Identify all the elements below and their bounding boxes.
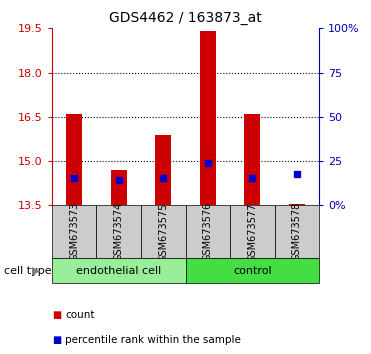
Text: GSM673574: GSM673574 [114, 202, 124, 262]
Bar [186, 258, 319, 283]
Bar [275, 205, 319, 258]
Bar [66, 114, 82, 205]
Bar [111, 170, 127, 205]
Text: GSM673575: GSM673575 [158, 202, 168, 262]
Text: control: control [233, 266, 272, 276]
Bar [96, 205, 141, 258]
Text: GSM673578: GSM673578 [292, 202, 302, 262]
Text: ▶: ▶ [32, 266, 40, 276]
Text: cell type: cell type [4, 266, 51, 276]
Text: ■: ■ [52, 310, 61, 320]
Text: GSM673576: GSM673576 [203, 202, 213, 262]
Text: percentile rank within the sample: percentile rank within the sample [65, 335, 241, 345]
Bar [52, 258, 186, 283]
Bar [186, 205, 230, 258]
Text: ■: ■ [52, 335, 61, 345]
Text: GSM673573: GSM673573 [69, 202, 79, 262]
Bar [52, 205, 96, 258]
Text: GSM673577: GSM673577 [247, 202, 257, 262]
Bar [230, 205, 275, 258]
Bar [141, 205, 186, 258]
Title: GDS4462 / 163873_at: GDS4462 / 163873_at [109, 11, 262, 24]
Text: endothelial cell: endothelial cell [76, 266, 161, 276]
Bar [289, 204, 305, 205]
Bar [244, 114, 260, 205]
Bar [155, 135, 171, 205]
Text: count: count [65, 310, 95, 320]
Bar [200, 31, 216, 205]
